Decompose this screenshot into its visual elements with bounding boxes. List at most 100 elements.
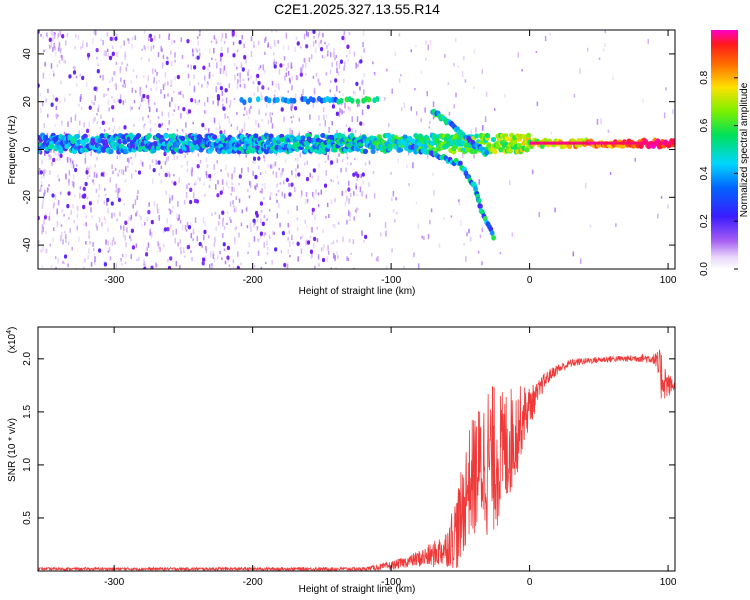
noise-speckle bbox=[339, 107, 341, 112]
noise-speckle bbox=[176, 155, 178, 160]
noise-speckle bbox=[273, 162, 275, 168]
noise-speckle bbox=[186, 150, 189, 155]
carrier-core bbox=[571, 141, 573, 145]
noise-speckle bbox=[154, 35, 156, 40]
noise-speckle bbox=[92, 179, 94, 183]
noise-speckle bbox=[196, 49, 199, 53]
snr-x-tick-label: -200 bbox=[243, 577, 263, 588]
spectrogram-y-tick-label: 40 bbox=[22, 48, 33, 60]
noise-speckle bbox=[214, 211, 217, 215]
noise-speckle bbox=[90, 151, 92, 156]
noise-speckle bbox=[318, 41, 320, 48]
noise-dot bbox=[63, 254, 68, 259]
noise-speckle bbox=[126, 63, 129, 67]
noise-speckle bbox=[107, 227, 109, 232]
noise-speckle bbox=[168, 208, 170, 211]
noise-speckle bbox=[201, 244, 203, 249]
sideband-mark bbox=[267, 97, 272, 104]
noise-dot bbox=[331, 104, 336, 109]
noise-speckle bbox=[135, 212, 137, 217]
noise-speckle bbox=[423, 236, 425, 240]
noise-speckle bbox=[78, 130, 81, 135]
noise-speckle bbox=[124, 261, 127, 265]
carrier-mark bbox=[84, 137, 90, 143]
noise-speckle bbox=[168, 173, 171, 178]
noise-speckle bbox=[130, 173, 133, 179]
carrier-core bbox=[555, 141, 558, 145]
carrier-core bbox=[530, 141, 533, 145]
snr-x-ticks: -300 -200 -100 0 100 bbox=[104, 327, 677, 588]
noise-speckle bbox=[334, 93, 336, 99]
noise-speckle bbox=[175, 228, 178, 235]
noise-speckle bbox=[222, 103, 224, 110]
noise-dot bbox=[359, 121, 363, 126]
noise-speckle bbox=[346, 256, 348, 262]
noise-speckle bbox=[93, 171, 96, 178]
noise-speckle bbox=[83, 123, 85, 128]
noise-speckle bbox=[288, 230, 291, 235]
noise-speckle bbox=[280, 173, 282, 178]
noise-speckle bbox=[193, 74, 195, 79]
noise-speckle bbox=[82, 39, 84, 46]
noise-speckle bbox=[229, 100, 232, 105]
noise-speckle bbox=[51, 161, 53, 166]
noise-dot bbox=[281, 230, 286, 236]
noise-speckle bbox=[151, 159, 154, 163]
noise-dot bbox=[163, 151, 167, 157]
noise-speckle bbox=[97, 199, 99, 204]
noise-speckle bbox=[351, 116, 353, 123]
noise-speckle bbox=[217, 100, 219, 106]
noise-dot bbox=[356, 173, 360, 179]
noise-speckle bbox=[222, 233, 224, 239]
noise-speckle bbox=[104, 187, 106, 191]
noise-speckle bbox=[101, 222, 103, 227]
noise-speckle bbox=[232, 41, 235, 46]
noise-dot bbox=[93, 86, 97, 91]
noise-speckle bbox=[600, 118, 602, 125]
noise-speckle bbox=[346, 195, 348, 202]
noise-speckle bbox=[41, 264, 43, 269]
noise-speckle bbox=[168, 120, 170, 125]
noise-speckle bbox=[336, 130, 338, 135]
noise-speckle bbox=[127, 165, 129, 168]
noise-speckle bbox=[47, 113, 49, 118]
noise-speckle bbox=[294, 157, 297, 161]
noise-speckle bbox=[364, 162, 367, 166]
noise-speckle bbox=[164, 72, 167, 78]
noise-speckle bbox=[206, 164, 209, 168]
snr-y-label: SNR (10 * v/v) bbox=[7, 418, 18, 482]
noise-speckle bbox=[281, 191, 283, 197]
noise-speckle bbox=[544, 35, 547, 42]
noise-speckle bbox=[60, 54, 63, 58]
noise-speckle bbox=[291, 85, 293, 91]
carrier-core bbox=[623, 141, 626, 145]
noise-speckle bbox=[205, 128, 207, 131]
sideband-mark bbox=[247, 97, 253, 104]
noise-speckle bbox=[156, 108, 158, 113]
snr-series-line bbox=[38, 349, 675, 571]
carrier-mark bbox=[43, 134, 49, 140]
noise-speckle bbox=[242, 78, 245, 82]
noise-speckle bbox=[320, 247, 323, 252]
noise-speckle bbox=[112, 129, 115, 133]
noise-speckle bbox=[111, 77, 114, 82]
noise-speckle bbox=[63, 231, 66, 234]
noise-speckle bbox=[120, 225, 122, 230]
noise-speckle bbox=[429, 120, 431, 125]
noise-dot bbox=[359, 59, 363, 64]
noise-dot bbox=[82, 204, 86, 210]
carrier-core bbox=[633, 141, 636, 145]
noise-speckle bbox=[141, 97, 143, 103]
noise-speckle bbox=[87, 166, 89, 172]
noise-speckle bbox=[458, 199, 460, 203]
noise-speckle bbox=[667, 204, 669, 209]
noise-speckle bbox=[151, 178, 154, 184]
noise-speckle bbox=[212, 250, 215, 257]
carrier-core bbox=[648, 141, 651, 145]
noise-speckle bbox=[232, 259, 235, 264]
noise-speckle bbox=[228, 186, 230, 189]
carrier-core bbox=[583, 141, 586, 145]
noise-speckle bbox=[331, 242, 333, 245]
noise-speckle bbox=[347, 58, 349, 63]
